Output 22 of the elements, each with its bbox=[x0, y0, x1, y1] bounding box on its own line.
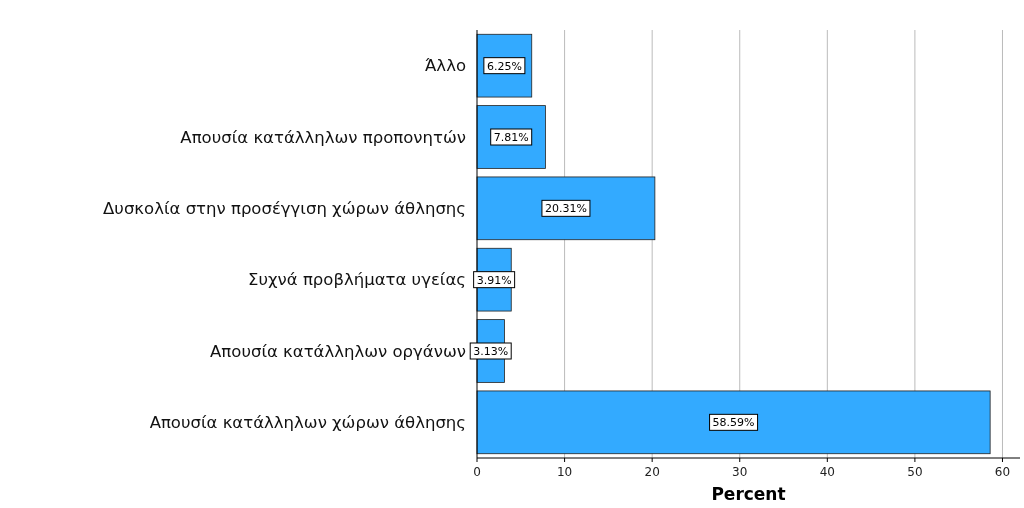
y-tick-label: Απουσία κατάλληλων προπονητών bbox=[180, 127, 466, 147]
x-axis-title: Percent bbox=[711, 484, 786, 504]
x-tick-label: 30 bbox=[732, 465, 748, 479]
data-label: 7.81% bbox=[493, 130, 529, 144]
x-tick-label: 20 bbox=[644, 465, 660, 479]
y-tick-label: Δυσκολία στην προσέγγιση χώρων άθλησης bbox=[103, 199, 466, 219]
x-tick-label: 60 bbox=[994, 465, 1011, 479]
x-tick-label: 50 bbox=[907, 465, 923, 479]
bar bbox=[476, 176, 656, 241]
data-label: 58.59% bbox=[712, 416, 755, 430]
bar bbox=[476, 390, 991, 455]
data-label: 3.13% bbox=[473, 344, 509, 358]
y-tick-label: Απουσία κατάλληλων χώρων άθλησης bbox=[149, 413, 466, 433]
y-tick-label: Άλλο bbox=[424, 56, 466, 76]
x-tick-label: 10 bbox=[556, 465, 573, 479]
data-label: 20.31% bbox=[544, 202, 587, 216]
x-tick-label: 0 bbox=[473, 465, 481, 479]
data-label: 3.91% bbox=[476, 273, 512, 287]
y-tick-label: Συχνά προβλήματα υγείας bbox=[248, 270, 466, 290]
data-label: 6.25% bbox=[486, 59, 522, 73]
x-tick-label: 40 bbox=[819, 465, 835, 479]
y-tick-label: Απουσία κατάλληλων οργάνων bbox=[210, 341, 466, 361]
